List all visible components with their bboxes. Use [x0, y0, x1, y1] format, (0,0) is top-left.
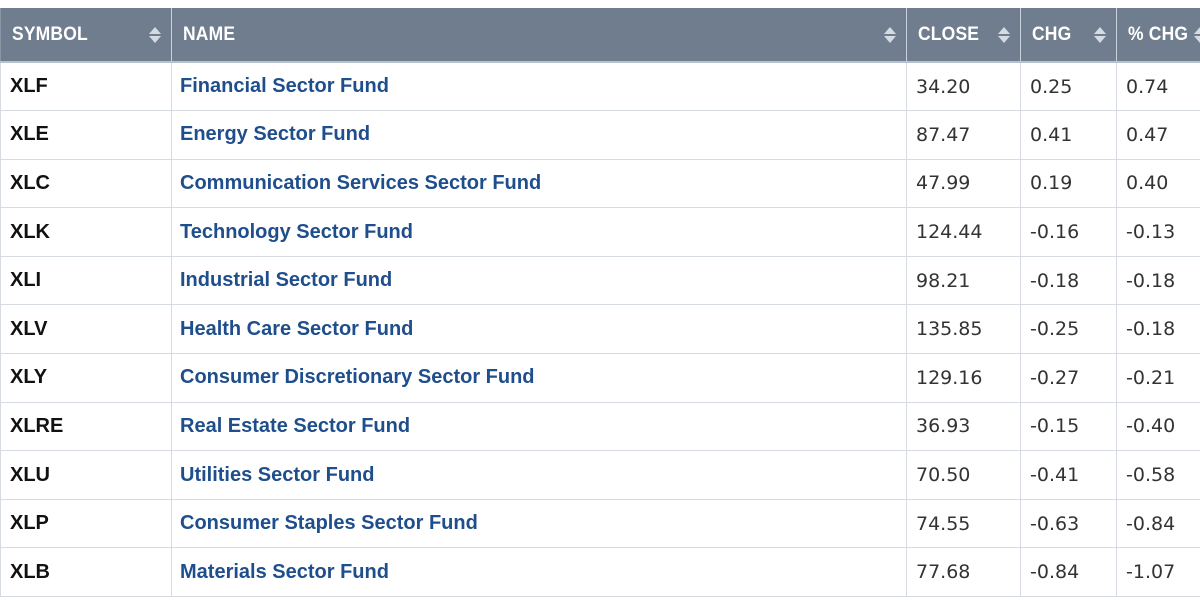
- chg-cell: 0.19: [1020, 159, 1117, 209]
- table-row: XLU Utilities Sector Fund 70.50 -0.41 -0…: [0, 450, 1200, 500]
- fund-name-link[interactable]: Real Estate Sector Fund: [180, 414, 411, 437]
- pct-chg-cell: 0.47: [1116, 110, 1200, 160]
- pct-chg-cell: -0.18: [1116, 304, 1200, 355]
- table-body: XLF Financial Sector Fund 34.20 0.25 0.7…: [0, 62, 1200, 598]
- name-cell: Health Care Sector Fund: [171, 304, 907, 355]
- close-cell: 34.20: [906, 62, 1021, 112]
- fund-name-link[interactable]: Communication Services Sector Fund: [180, 171, 542, 194]
- name-cell: Communication Services Sector Fund: [171, 159, 907, 209]
- close-cell: 47.99: [906, 159, 1021, 209]
- pct-chg-cell: 0.74: [1116, 62, 1200, 112]
- chg-cell: -0.15: [1020, 402, 1117, 452]
- fund-name-link[interactable]: Consumer Staples Sector Fund: [180, 512, 478, 535]
- chg-cell: -0.41: [1020, 450, 1117, 500]
- sort-arrows-icon[interactable]: [1194, 26, 1200, 44]
- name-cell: Consumer Staples Sector Fund: [171, 499, 907, 549]
- table-row: XLP Consumer Staples Sector Fund 74.55 -…: [0, 499, 1200, 549]
- table-header-row: SYMBOL NAME CLOSE CHG % CHG: [0, 8, 1200, 63]
- fund-name-link[interactable]: Consumer Discretionary Sector Fund: [180, 366, 535, 389]
- close-cell: 129.16: [906, 353, 1021, 403]
- name-cell: Energy Sector Fund: [171, 110, 907, 160]
- column-header-label: NAME: [183, 23, 236, 45]
- chg-cell: 0.25: [1020, 62, 1117, 112]
- chg-cell: -0.63: [1020, 499, 1117, 549]
- fund-name-link[interactable]: Health Care Sector Fund: [180, 317, 414, 340]
- symbol-cell: XLK: [0, 207, 172, 257]
- symbol-cell: XLV: [0, 304, 172, 355]
- pct-chg-cell: -0.84: [1116, 499, 1200, 549]
- fund-name-link[interactable]: Energy Sector Fund: [180, 123, 371, 146]
- fund-name-link[interactable]: Financial Sector Fund: [180, 75, 389, 98]
- symbol-cell: XLC: [0, 159, 172, 209]
- fund-name-link[interactable]: Utilities Sector Fund: [180, 463, 375, 486]
- close-cell: 124.44: [906, 207, 1021, 257]
- symbol-cell: XLF: [0, 62, 172, 112]
- table-row: XLK Technology Sector Fund 124.44 -0.16 …: [0, 207, 1200, 257]
- close-cell: 98.21: [906, 256, 1021, 306]
- column-header-close[interactable]: CLOSE: [906, 8, 1021, 63]
- pct-chg-cell: -0.40: [1116, 402, 1200, 452]
- sector-funds-table: SYMBOL NAME CLOSE CHG % CHG: [0, 8, 1200, 598]
- table-row: XLC Communication Services Sector Fund 4…: [0, 159, 1200, 209]
- table-row: XLI Industrial Sector Fund 98.21 -0.18 -…: [0, 256, 1200, 306]
- chg-cell: -0.84: [1020, 547, 1117, 598]
- pct-chg-cell: -0.58: [1116, 450, 1200, 500]
- pct-chg-cell: -0.18: [1116, 256, 1200, 306]
- symbol-cell: XLY: [0, 353, 172, 403]
- symbol-cell: XLE: [0, 110, 172, 160]
- column-header-pct-chg[interactable]: % CHG: [1116, 8, 1200, 63]
- chg-cell: -0.18: [1020, 256, 1117, 306]
- table-row: XLF Financial Sector Fund 34.20 0.25 0.7…: [0, 62, 1200, 112]
- name-cell: Industrial Sector Fund: [171, 256, 907, 306]
- name-cell: Real Estate Sector Fund: [171, 402, 907, 452]
- symbol-cell: XLB: [0, 547, 172, 598]
- close-cell: 36.93: [906, 402, 1021, 452]
- fund-name-link[interactable]: Technology Sector Fund: [180, 220, 413, 243]
- column-header-label: SYMBOL: [12, 23, 88, 45]
- table-row: XLB Materials Sector Fund 77.68 -0.84 -1…: [0, 547, 1200, 598]
- close-cell: 70.50: [906, 450, 1021, 500]
- pct-chg-cell: -0.21: [1116, 353, 1200, 403]
- name-cell: Utilities Sector Fund: [171, 450, 907, 500]
- column-header-label: % CHG: [1128, 23, 1189, 45]
- fund-name-link[interactable]: Industrial Sector Fund: [180, 269, 393, 292]
- close-cell: 74.55: [906, 499, 1021, 549]
- chg-cell: -0.27: [1020, 353, 1117, 403]
- close-cell: 77.68: [906, 547, 1021, 598]
- table-row: XLE Energy Sector Fund 87.47 0.41 0.47: [0, 110, 1200, 160]
- column-header-label: CHG: [1032, 23, 1072, 45]
- symbol-cell: XLP: [0, 499, 172, 549]
- sector-funds-table-wrapper: SYMBOL NAME CLOSE CHG % CHG: [0, 8, 1200, 598]
- symbol-cell: XLRE: [0, 402, 172, 452]
- name-cell: Financial Sector Fund: [171, 62, 907, 112]
- chg-cell: -0.16: [1020, 207, 1117, 257]
- chg-cell: -0.25: [1020, 304, 1117, 355]
- table-row: XLY Consumer Discretionary Sector Fund 1…: [0, 353, 1200, 403]
- pct-chg-cell: 0.40: [1116, 159, 1200, 209]
- name-cell: Technology Sector Fund: [171, 207, 907, 257]
- close-cell: 135.85: [906, 304, 1021, 355]
- table-row: XLRE Real Estate Sector Fund 36.93 -0.15…: [0, 402, 1200, 452]
- table-row: XLV Health Care Sector Fund 135.85 -0.25…: [0, 304, 1200, 355]
- pct-chg-cell: -1.07: [1116, 547, 1200, 598]
- sort-arrows-icon[interactable]: [149, 26, 161, 44]
- sort-arrows-icon[interactable]: [998, 26, 1010, 44]
- sort-arrows-icon[interactable]: [884, 26, 896, 44]
- column-header-label: CLOSE: [918, 23, 980, 45]
- sort-arrows-icon[interactable]: [1094, 26, 1106, 44]
- symbol-cell: XLU: [0, 450, 172, 500]
- name-cell: Consumer Discretionary Sector Fund: [171, 353, 907, 403]
- close-cell: 87.47: [906, 110, 1021, 160]
- chg-cell: 0.41: [1020, 110, 1117, 160]
- symbol-cell: XLI: [0, 256, 172, 306]
- pct-chg-cell: -0.13: [1116, 207, 1200, 257]
- fund-name-link[interactable]: Materials Sector Fund: [180, 560, 389, 583]
- column-header-symbol[interactable]: SYMBOL: [0, 8, 172, 63]
- column-header-chg[interactable]: CHG: [1020, 8, 1117, 63]
- column-header-name[interactable]: NAME: [171, 8, 907, 63]
- name-cell: Materials Sector Fund: [171, 547, 907, 598]
